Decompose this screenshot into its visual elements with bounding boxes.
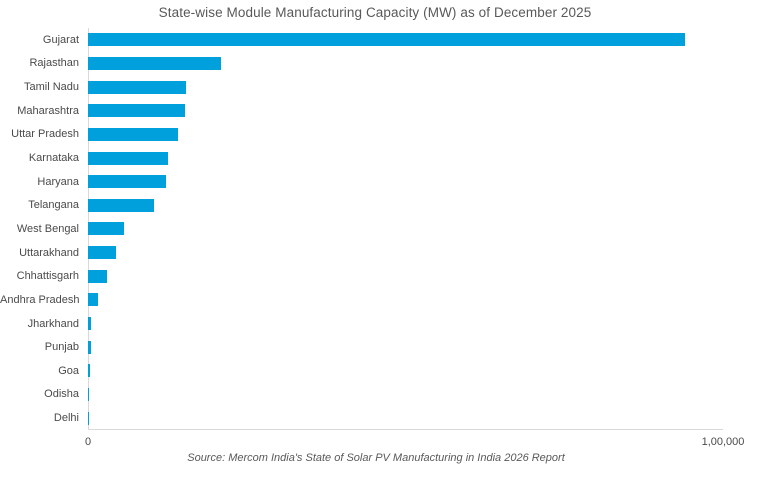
category-label: Goa — [58, 364, 79, 377]
category-label: Delhi — [53, 412, 79, 425]
bar-track — [88, 52, 723, 76]
bar-west-bengal — [88, 222, 125, 236]
chart-row: Punjab — [0, 335, 723, 359]
chart-row: Haryana — [0, 170, 723, 194]
bar-track — [88, 193, 723, 217]
category-label: Chhattisgarh — [16, 270, 79, 283]
chart-row: Tamil Nadu — [0, 75, 723, 99]
chart-row: Rajasthan — [0, 52, 723, 76]
bar-track — [88, 335, 723, 359]
bar-andhra-pradesh — [88, 293, 99, 307]
bar-track — [88, 359, 723, 383]
chart-row: West Bengal — [0, 217, 723, 241]
category-label: Jharkhand — [27, 317, 79, 330]
bar-track — [88, 99, 723, 123]
category-label: Karnataka — [28, 152, 79, 165]
bar-telangana — [88, 198, 155, 212]
bar-gujarat — [88, 33, 685, 47]
x-axis-tick-min: 0 — [84, 436, 92, 448]
category-label: Rajasthan — [29, 57, 79, 70]
category-label: Uttarakhand — [19, 246, 79, 259]
category-label: Telangana — [28, 199, 79, 212]
bar-track — [88, 264, 723, 288]
category-label: Maharashtra — [17, 104, 79, 117]
bar-track — [88, 146, 723, 170]
chart-row: Andhra Pradesh — [0, 288, 723, 312]
chart-row: Uttarakhand — [0, 241, 723, 265]
bar-tamil-nadu — [88, 80, 187, 94]
bar-goa — [88, 364, 90, 378]
chart-row: Maharashtra — [0, 99, 723, 123]
bar-chhattisgarh — [88, 269, 108, 283]
chart-row: Odisha — [0, 383, 723, 407]
bar-track — [88, 383, 723, 407]
category-label: Odisha — [44, 388, 79, 401]
bar-punjab — [88, 340, 92, 354]
bar-track — [88, 28, 723, 52]
category-label: Tamil Nadu — [23, 81, 79, 94]
bar-maharashtra — [88, 104, 185, 118]
bar-track — [88, 288, 723, 312]
bar-jharkhand — [88, 317, 92, 330]
category-label: Andhra Pradesh — [0, 293, 80, 306]
bar-rows: Gujarat Rajasthan Tamil Nadu Maharashtra Utt… — [0, 28, 723, 430]
bar-track — [88, 123, 723, 147]
category-label: Haryana — [37, 175, 79, 188]
bar-haryana — [88, 175, 167, 189]
bar-karnataka — [88, 151, 169, 165]
bar-uttarakhand — [88, 246, 117, 260]
bar-track — [88, 406, 723, 430]
bar-track — [88, 312, 723, 336]
chart-row: Telangana — [0, 193, 723, 217]
x-axis-tick-max: 1,00,000 — [701, 436, 745, 448]
chart-row: Karnataka — [0, 146, 723, 170]
bar-track — [88, 217, 723, 241]
bar-rajasthan — [88, 56, 222, 70]
category-label: Punjab — [44, 341, 79, 354]
chart-row: Jharkhand — [0, 312, 723, 336]
category-label: Gujarat — [42, 33, 79, 46]
bar-uttar-pradesh — [88, 127, 178, 141]
source-note: Source: Mercom India's State of Solar PV… — [187, 452, 565, 464]
category-label: Uttar Pradesh — [11, 128, 79, 141]
bar-track — [88, 241, 723, 265]
category-label: West Bengal — [16, 222, 79, 235]
bar-track — [88, 75, 723, 99]
chart-row: Gujarat — [0, 28, 723, 52]
chart-title: State-wise Module Manufacturing Capacity… — [158, 5, 592, 20]
chart-row: Delhi — [0, 406, 723, 430]
chart-row: Uttar Pradesh — [0, 123, 723, 147]
bar-track — [88, 170, 723, 194]
bar-odisha — [88, 387, 89, 401]
chart-row: Goa — [0, 359, 723, 383]
chart-row: Chhattisgarh — [0, 264, 723, 288]
